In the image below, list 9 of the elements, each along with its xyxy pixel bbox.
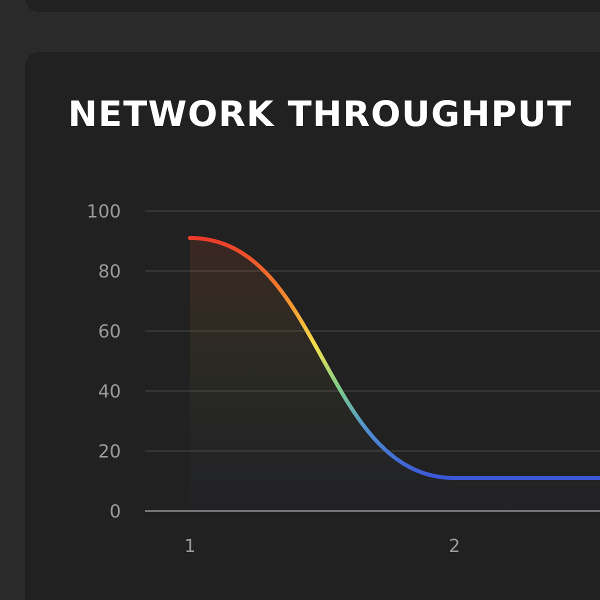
x-tick-label: 1 xyxy=(184,536,196,557)
y-tick-label: 60 xyxy=(98,321,121,342)
y-tick-label: 100 xyxy=(86,201,121,222)
y-tick-label: 40 xyxy=(98,381,121,402)
x-tick-label: 2 xyxy=(448,536,460,557)
y-tick-label: 20 xyxy=(98,441,121,462)
y-tick-label: 0 xyxy=(110,501,121,522)
chart-title: NETWORK THROUGHPUT xyxy=(67,95,573,135)
y-tick-label: 80 xyxy=(98,261,121,282)
